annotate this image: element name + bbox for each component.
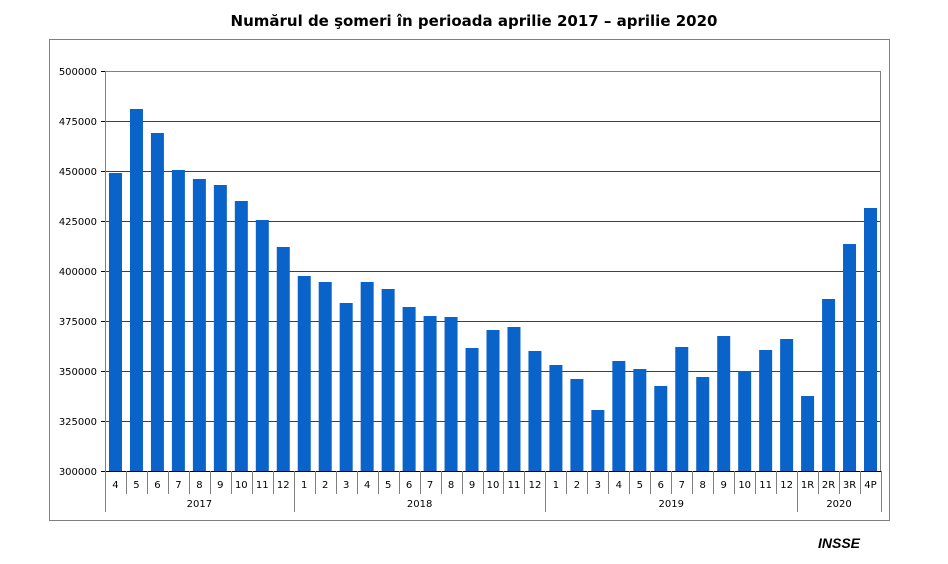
x-tick-label: 2R [822, 480, 835, 491]
bar [822, 299, 836, 471]
year-group-label: 2018 [407, 499, 432, 510]
bar [633, 369, 647, 471]
bar [129, 109, 143, 471]
x-tick-label: 3R [843, 480, 856, 491]
y-tick-label: 300000 [59, 467, 97, 478]
bar [150, 133, 164, 471]
bar [192, 179, 206, 471]
bar [717, 336, 731, 471]
bar [318, 282, 332, 471]
bar [570, 379, 584, 471]
chart-title: Numărul de şomeri în perioada aprilie 20… [230, 12, 718, 30]
bar [612, 361, 626, 471]
x-tick-label: 1R [801, 480, 814, 491]
bar [381, 289, 395, 471]
y-tick-label: 450000 [59, 167, 97, 178]
source-label: INSSE [818, 535, 861, 551]
x-tick-label: 12 [529, 480, 542, 491]
bar [864, 208, 878, 471]
bar [171, 170, 185, 471]
bar [759, 350, 773, 471]
bar [339, 303, 353, 471]
x-tick-label: 7 [175, 480, 181, 491]
bars [108, 109, 878, 471]
bar [465, 348, 479, 471]
x-tick-label: 1 [553, 480, 559, 491]
x-tick-label: 4 [616, 480, 622, 491]
bar [654, 386, 668, 471]
x-tick-labels: 4 5 6 7 8 9 10 11 12 1 2 3 4 5 6 7 8 9 10 11 12 1 2 3 4 5 6 7 8 9 10 11… [112, 480, 876, 491]
x-tick-label: 7 [679, 480, 685, 491]
y-tick-label: 475000 [59, 117, 97, 128]
year-group-label: 2017 [187, 499, 212, 510]
x-tick-label: 6 [154, 480, 160, 491]
year-group-labels: 2017 2018 2019 2020 [187, 499, 852, 510]
x-tick-label: 3 [343, 480, 349, 491]
x-tick-label: 5 [385, 480, 391, 491]
x-tick-label: 2 [322, 480, 328, 491]
bar [297, 276, 311, 471]
bar [696, 377, 710, 471]
x-tick-label: 11 [256, 480, 269, 491]
bar [675, 347, 689, 471]
axes [101, 71, 882, 512]
bar [486, 330, 500, 471]
y-tick-label: 400000 [59, 267, 97, 278]
bar [780, 339, 794, 471]
x-tick-label: 10 [235, 480, 248, 491]
bar [234, 201, 248, 471]
bar [549, 365, 563, 471]
x-tick-label: 6 [658, 480, 664, 491]
bar [801, 396, 815, 471]
bar [444, 317, 458, 471]
bar [738, 371, 752, 471]
x-tick-label: 11 [508, 480, 521, 491]
bar [591, 410, 605, 471]
bar [402, 307, 416, 471]
y-tick-labels: 300000 325000 350000 375000 400000 425000 4500… [59, 67, 97, 478]
year-group-label: 2019 [659, 499, 684, 510]
bar [213, 185, 227, 471]
x-tick-label: 8 [700, 480, 706, 491]
bar [276, 247, 290, 471]
bar [360, 282, 374, 471]
x-tick-label: 10 [487, 480, 500, 491]
x-tick-label: 11 [759, 480, 772, 491]
x-tick-label: 7 [427, 480, 433, 491]
bar [423, 316, 437, 471]
x-tick-label: 9 [469, 480, 475, 491]
chart-frame [49, 39, 890, 521]
x-tick-label: 8 [448, 480, 454, 491]
x-tick-label: 10 [738, 480, 751, 491]
x-tick-label: 12 [277, 480, 290, 491]
x-tick-label: 5 [133, 480, 139, 491]
x-tick-label: 4 [112, 480, 118, 491]
bar [255, 220, 269, 471]
x-tick-label: 12 [780, 480, 793, 491]
x-tick-label: 3 [595, 480, 601, 491]
x-tick-label: 9 [721, 480, 727, 491]
bar [507, 327, 521, 471]
x-tick-label: 2 [574, 480, 580, 491]
x-tick-label: 9 [217, 480, 223, 491]
x-tick-label: 4P [864, 480, 876, 491]
y-tick-label: 425000 [59, 217, 97, 228]
y-tick-label: 375000 [59, 317, 97, 328]
bar [843, 244, 857, 471]
x-tick-label: 8 [196, 480, 202, 491]
y-tick-label: 500000 [59, 67, 97, 78]
year-group-label: 2020 [826, 499, 851, 510]
y-tick-label: 350000 [59, 367, 97, 378]
x-tick-label: 6 [406, 480, 412, 491]
x-tick-label: 5 [637, 480, 643, 491]
y-tick-label: 325000 [59, 417, 97, 428]
x-tick-label: 4 [364, 480, 370, 491]
x-tick-label: 1 [301, 480, 307, 491]
bar [108, 173, 122, 471]
bar [528, 351, 542, 471]
